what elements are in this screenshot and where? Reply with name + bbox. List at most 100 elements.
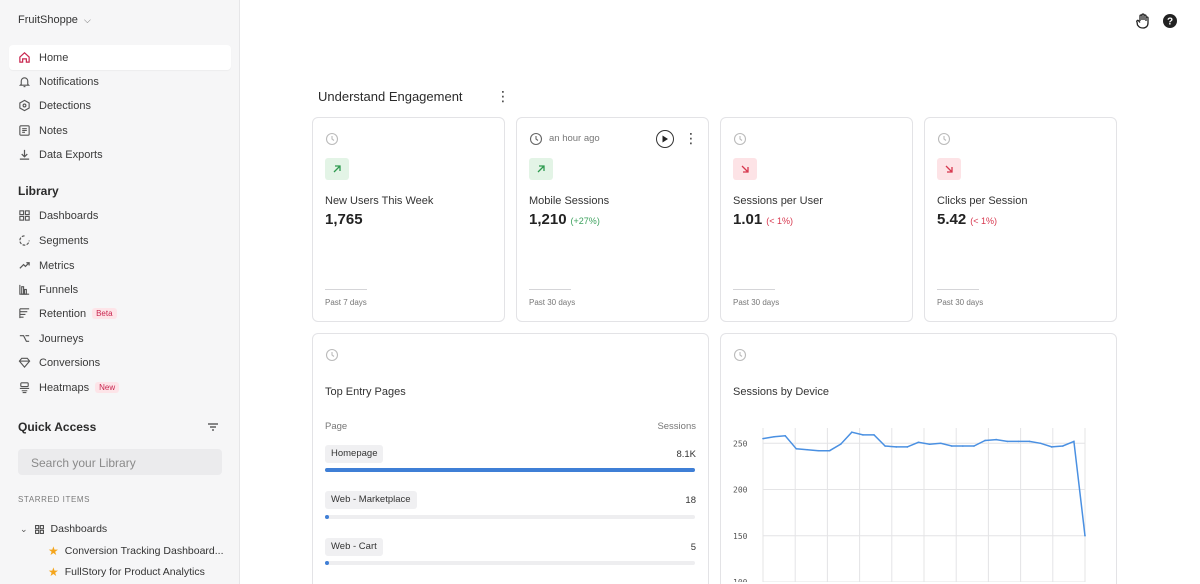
- org-switcher[interactable]: FruitShoppe ⌵: [18, 14, 91, 26]
- data-point: [806, 448, 809, 451]
- sidebar-item-dashboards[interactable]: Dashboards: [9, 203, 231, 228]
- y-tick-label: 150: [733, 532, 748, 541]
- data-point: [973, 445, 975, 447]
- data-point: [984, 439, 986, 442]
- grid-icon: [34, 524, 44, 534]
- sidebar-item-funnels[interactable]: Funnels: [9, 277, 231, 302]
- metric-value: 5.42 (< 1%): [937, 211, 997, 228]
- entry-page-bar-fill: [325, 561, 329, 565]
- divider: [733, 289, 775, 290]
- entry-page-label[interactable]: Web - Marketplace: [325, 491, 417, 509]
- data-point: [895, 446, 898, 448]
- data-point: [1073, 440, 1075, 443]
- trend-up-icon: [529, 158, 553, 180]
- data-point: [950, 445, 953, 447]
- data-point: [1084, 534, 1086, 537]
- heatmap-icon: [9, 381, 39, 394]
- nav-item-notifications[interactable]: Notifications: [9, 69, 231, 94]
- data-point: [906, 446, 909, 448]
- data-point: [962, 445, 964, 447]
- entry-page-bar: [325, 515, 695, 519]
- entry-page-label[interactable]: Homepage: [325, 445, 384, 463]
- sidebar-item-conversions[interactable]: Conversions: [9, 350, 231, 375]
- funnel-icon: [9, 283, 39, 296]
- clock-icon: [937, 132, 951, 146]
- filter-icon[interactable]: [207, 421, 219, 433]
- starred-items-title: STARRED ITEMS: [18, 495, 91, 504]
- beta-badge: Beta: [92, 308, 117, 319]
- sidebar-item-label: Segments: [39, 234, 89, 247]
- card-more-options-icon[interactable]: ⋮: [684, 130, 698, 146]
- sidebar-item-journeys[interactable]: Journeys: [9, 326, 231, 351]
- card-title: Top Entry Pages: [325, 386, 406, 398]
- sidebar-item-label: Conversions: [39, 356, 101, 369]
- starred-folder-dashboards[interactable]: ⌄ Dashboards: [20, 523, 107, 535]
- nav-item-data-exports[interactable]: Data Exports: [9, 142, 231, 167]
- sidebar-item-metrics[interactable]: Metrics: [9, 253, 231, 278]
- library-title: Library: [18, 184, 59, 198]
- metric-card[interactable]: New Users This Week 1,765 Past 7 days: [312, 117, 505, 322]
- starred-item[interactable]: ★ Conversion Tracking Dashboard...: [48, 544, 224, 558]
- data-point: [817, 449, 820, 452]
- sidebar-item-segments[interactable]: Segments: [9, 228, 231, 253]
- data-point: [1006, 440, 1009, 443]
- entry-page-bar: [325, 561, 695, 565]
- data-point: [995, 438, 997, 441]
- chart-title: Sessions by Device: [733, 386, 829, 398]
- clock-icon: [325, 348, 339, 362]
- retention-icon: [9, 307, 39, 320]
- sidebar-item-label: Journeys: [39, 332, 84, 345]
- metric-card[interactable]: an hour ago ⋮ Mobile Sessions 1,210 (+27%…: [516, 117, 709, 322]
- divider: [325, 289, 367, 290]
- play-button[interactable]: [656, 130, 674, 148]
- sessions-by-device-card[interactable]: Sessions by Device 250 200 150 100: [720, 333, 1117, 584]
- nav-item-home[interactable]: Home: [9, 45, 231, 70]
- top-entry-pages-card[interactable]: Top Entry Pages Page Sessions Homepage 8…: [312, 333, 709, 584]
- library-search-input[interactable]: Search your Library: [18, 449, 222, 475]
- metric-card[interactable]: Sessions per User 1.01 (< 1%) Past 30 day…: [720, 117, 913, 322]
- sidebar-item-heatmaps[interactable]: Heatmaps New: [9, 375, 231, 400]
- chevron-down-icon: ⌄: [20, 523, 28, 534]
- data-point: [873, 434, 875, 436]
- data-point: [928, 443, 931, 445]
- y-tick-label: 100: [733, 578, 748, 582]
- data-point: [851, 431, 853, 433]
- trend-icon: [9, 259, 39, 272]
- journey-icon: [9, 332, 39, 345]
- starred-item-label: Conversion Tracking Dashboard...: [64, 545, 224, 557]
- download-icon: [9, 148, 39, 161]
- metric-card[interactable]: Clicks per Session 5.42 (< 1%) Past 30 da…: [924, 117, 1117, 322]
- series-line: [762, 431, 1086, 536]
- data-point: [762, 437, 764, 440]
- data-point: [828, 449, 831, 452]
- data-point: [795, 448, 798, 450]
- nav-item-label: Notes: [39, 124, 68, 137]
- sidebar-item-label: Funnels: [39, 283, 79, 296]
- clock-icon: [325, 132, 339, 146]
- last-updated-label: an hour ago: [549, 133, 600, 144]
- entry-page-sessions: 18: [685, 495, 696, 506]
- metric-period: Past 30 days: [937, 298, 984, 307]
- sessions-line-chart: 250 200 150 100: [733, 428, 1086, 582]
- entry-page-label[interactable]: Web - Cart: [325, 538, 383, 556]
- sidebar-item-label: Heatmaps: [39, 381, 90, 394]
- starred-item[interactable]: ★ FullStory for Product Analytics: [48, 565, 205, 579]
- more-options-icon[interactable]: ⋮: [496, 88, 510, 104]
- bell-icon: [9, 75, 39, 88]
- metric-title: New Users This Week: [325, 195, 434, 207]
- hand-icon[interactable]: [1134, 12, 1152, 30]
- nav-item-detections[interactable]: Detections: [9, 93, 231, 118]
- data-point: [773, 435, 775, 438]
- nav-item-notes[interactable]: Notes: [9, 118, 231, 143]
- entry-page-sessions: 5: [690, 542, 696, 553]
- metric-value: 1.01 (< 1%): [733, 211, 793, 228]
- metric-period: Past 30 days: [529, 298, 576, 307]
- entry-page-bar-fill: [325, 515, 329, 519]
- sidebar-item-retention[interactable]: Retention Beta: [9, 301, 231, 326]
- data-point: [917, 441, 920, 444]
- metric-delta: (+27%): [570, 216, 600, 226]
- help-icon[interactable]: ?: [1161, 12, 1179, 30]
- data-point: [939, 442, 942, 445]
- data-point: [784, 435, 787, 437]
- metric-title: Mobile Sessions: [529, 195, 610, 207]
